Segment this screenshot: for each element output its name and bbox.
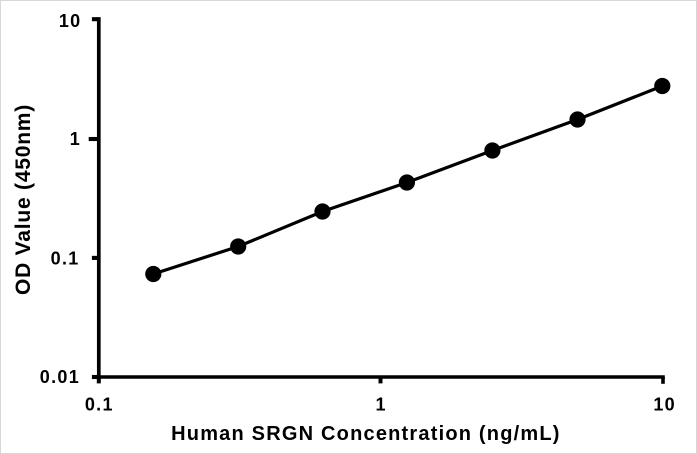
svg-text:0.01: 0.01 (40, 367, 80, 387)
svg-text:10: 10 (653, 395, 676, 415)
svg-text:0.1: 0.1 (85, 395, 114, 415)
svg-text:1: 1 (375, 395, 386, 415)
svg-text:OD Value (450nm): OD Value (450nm) (12, 104, 35, 295)
svg-text:Human SRGN Concentration (ng/m: Human SRGN Concentration (ng/mL) (171, 423, 561, 445)
svg-text:0.1: 0.1 (51, 249, 80, 269)
svg-text:1: 1 (70, 129, 81, 149)
svg-text:10: 10 (59, 11, 82, 31)
